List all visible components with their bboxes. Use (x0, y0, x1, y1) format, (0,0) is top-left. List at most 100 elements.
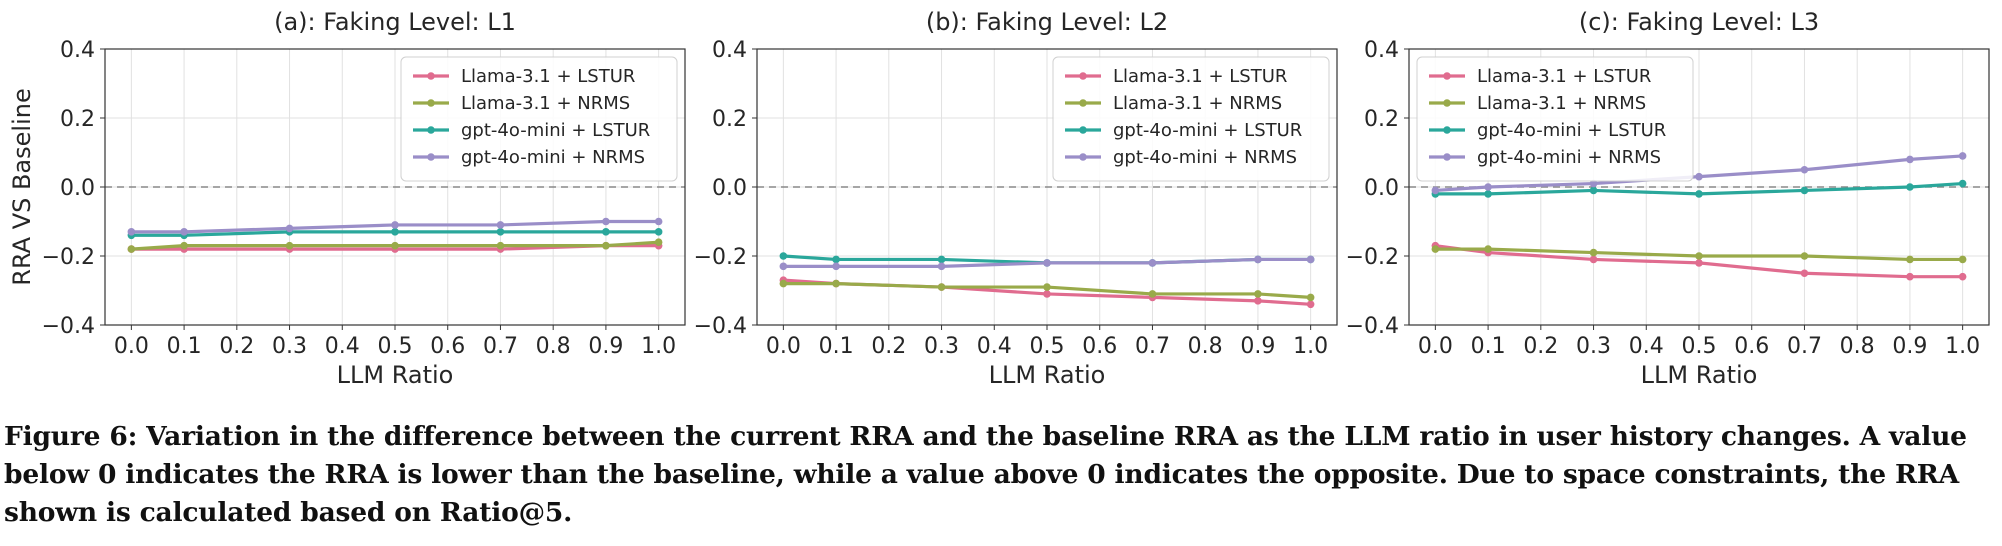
chart-panel-3: 0.0 0.1 0.2 0.3 0.4 0.5 0.6 0.7 0.8 0.9 1.0 0.4 0.2 0… (1346, 8, 1990, 389)
x-tick-label: 0.5 (378, 334, 413, 359)
data-point (1958, 152, 1967, 160)
legend-marker (1079, 153, 1087, 161)
data-point (1800, 186, 1809, 195)
data-point (832, 279, 840, 288)
data-point (1958, 255, 1967, 264)
y-tick-label: −0.2 (694, 245, 747, 270)
y-tick-label: 0.2 (712, 107, 747, 132)
legend-label: gpt-4o-mini + LSTUR (1477, 120, 1666, 141)
legend-marker (427, 153, 435, 161)
x-tick-label: 0.0 (114, 334, 149, 359)
legend-marker (1079, 99, 1087, 107)
y-tick-label: 0.0 (712, 176, 747, 201)
data-point (391, 221, 399, 229)
legend-marker (1079, 72, 1087, 80)
legend-label: Llama-3.1 + NRMS (461, 93, 630, 114)
x-tick-label: 0.7 (1787, 334, 1822, 359)
x-tick-label: 0.7 (483, 334, 518, 359)
x-tick-label: 0.2 (1523, 334, 1558, 359)
data-point (1800, 165, 1809, 174)
data-point (127, 228, 136, 236)
legend-marker (427, 72, 435, 80)
data-point (1589, 179, 1598, 188)
data-point (1695, 172, 1703, 181)
data-point (602, 241, 610, 250)
x-axis-label: LLM Ratio (989, 361, 1106, 389)
data-point (1431, 245, 1440, 253)
legend-marker (1443, 72, 1451, 80)
data-point (1906, 255, 1914, 264)
data-point (1800, 269, 1809, 278)
data-point (654, 217, 663, 226)
data-point (1695, 190, 1703, 198)
data-point (391, 241, 399, 250)
data-point (1148, 290, 1157, 298)
y-tick-label: 0.4 (60, 38, 95, 63)
data-point (832, 255, 840, 264)
chart-panel-2: 0.0 0.1 0.2 0.3 0.4 0.5 0.6 0.7 0.8 0.9 1.0 0.4 0.2 0… (694, 8, 1338, 389)
data-point (496, 221, 505, 229)
x-tick-label: 0.3 (924, 334, 959, 359)
data-point (496, 228, 505, 236)
x-tick-label: 0.7 (1135, 334, 1170, 359)
legend-marker (1443, 126, 1451, 134)
legend-label: gpt-4o-mini + LSTUR (461, 120, 650, 141)
data-point (1484, 245, 1492, 253)
chart-panel-1: 0.0 0.1 0.2 0.3 0.4 0.5 0.6 0.7 0.8 0.9 1.0 0.4 0.2 0… (8, 8, 686, 389)
data-point (1800, 252, 1809, 260)
legend-box (1052, 56, 1330, 182)
x-tick-label: 0.2 (219, 334, 254, 359)
legend-label: gpt-4o-mini + NRMS (461, 147, 645, 168)
data-point (1043, 290, 1051, 298)
legend-marker (1443, 99, 1451, 107)
x-axis-label: LLM Ratio (1641, 361, 1758, 389)
data-point (1306, 300, 1315, 309)
x-tick-label: 0.9 (588, 334, 623, 359)
y-tick-label: 0.4 (1364, 38, 1399, 63)
x-tick-label: 0.8 (536, 334, 571, 359)
x-tick-label: 0.0 (766, 334, 801, 359)
x-tick-label: 0.6 (1082, 334, 1117, 359)
data-point (1589, 248, 1598, 257)
data-point (1431, 186, 1440, 195)
data-point (1695, 252, 1703, 260)
data-point (1306, 293, 1315, 302)
x-tick-label: 0.3 (272, 334, 307, 359)
legend-marker (427, 126, 435, 134)
legend-label: Llama-3.1 + LSTUR (1113, 66, 1287, 87)
x-tick-label: 0.3 (1576, 334, 1611, 359)
legend-label: gpt-4o-mini + NRMS (1113, 147, 1297, 168)
x-tick-label: 1.0 (641, 334, 676, 359)
charts-svg: 0.0 0.1 0.2 0.3 0.4 0.5 0.6 0.7 0.8 0.9 1.0 0.4 0.2 0… (8, 8, 1990, 389)
data-point (1254, 290, 1262, 298)
legend-box (1416, 56, 1694, 182)
legend-label: Llama-3.1 + NRMS (1477, 93, 1646, 114)
data-point (602, 217, 610, 226)
legend-label: gpt-4o-mini + NRMS (1477, 147, 1661, 168)
data-point (180, 241, 188, 250)
legend: Llama-3.1 + LSTUR Llama-3.1 + NRMS gpt-4o-… (1052, 56, 1330, 182)
y-tick-label: −0.4 (42, 314, 95, 339)
data-point (1484, 190, 1492, 198)
chart-title: (a): Faking Level: L1 (274, 8, 516, 36)
data-point (391, 228, 399, 236)
chart-title: (b): Faking Level: L2 (926, 8, 1168, 36)
x-tick-label: 0.4 (1629, 334, 1664, 359)
legend-box (400, 56, 678, 182)
data-point (1958, 272, 1967, 281)
y-tick-label: 0.2 (1364, 107, 1399, 132)
x-tick-label: 0.4 (325, 334, 360, 359)
x-tick-label: 0.9 (1892, 334, 1927, 359)
data-point (937, 262, 946, 271)
data-point (180, 228, 188, 236)
data-point (1043, 259, 1051, 267)
legend-marker (1079, 126, 1087, 134)
data-point (654, 228, 663, 236)
data-point (779, 252, 788, 260)
data-point (779, 262, 788, 271)
x-tick-label: 0.9 (1240, 334, 1275, 359)
legend-label: Llama-3.1 + LSTUR (1477, 66, 1651, 87)
data-point (1254, 255, 1262, 264)
x-tick-label: 0.1 (819, 334, 854, 359)
data-point (1906, 183, 1914, 191)
